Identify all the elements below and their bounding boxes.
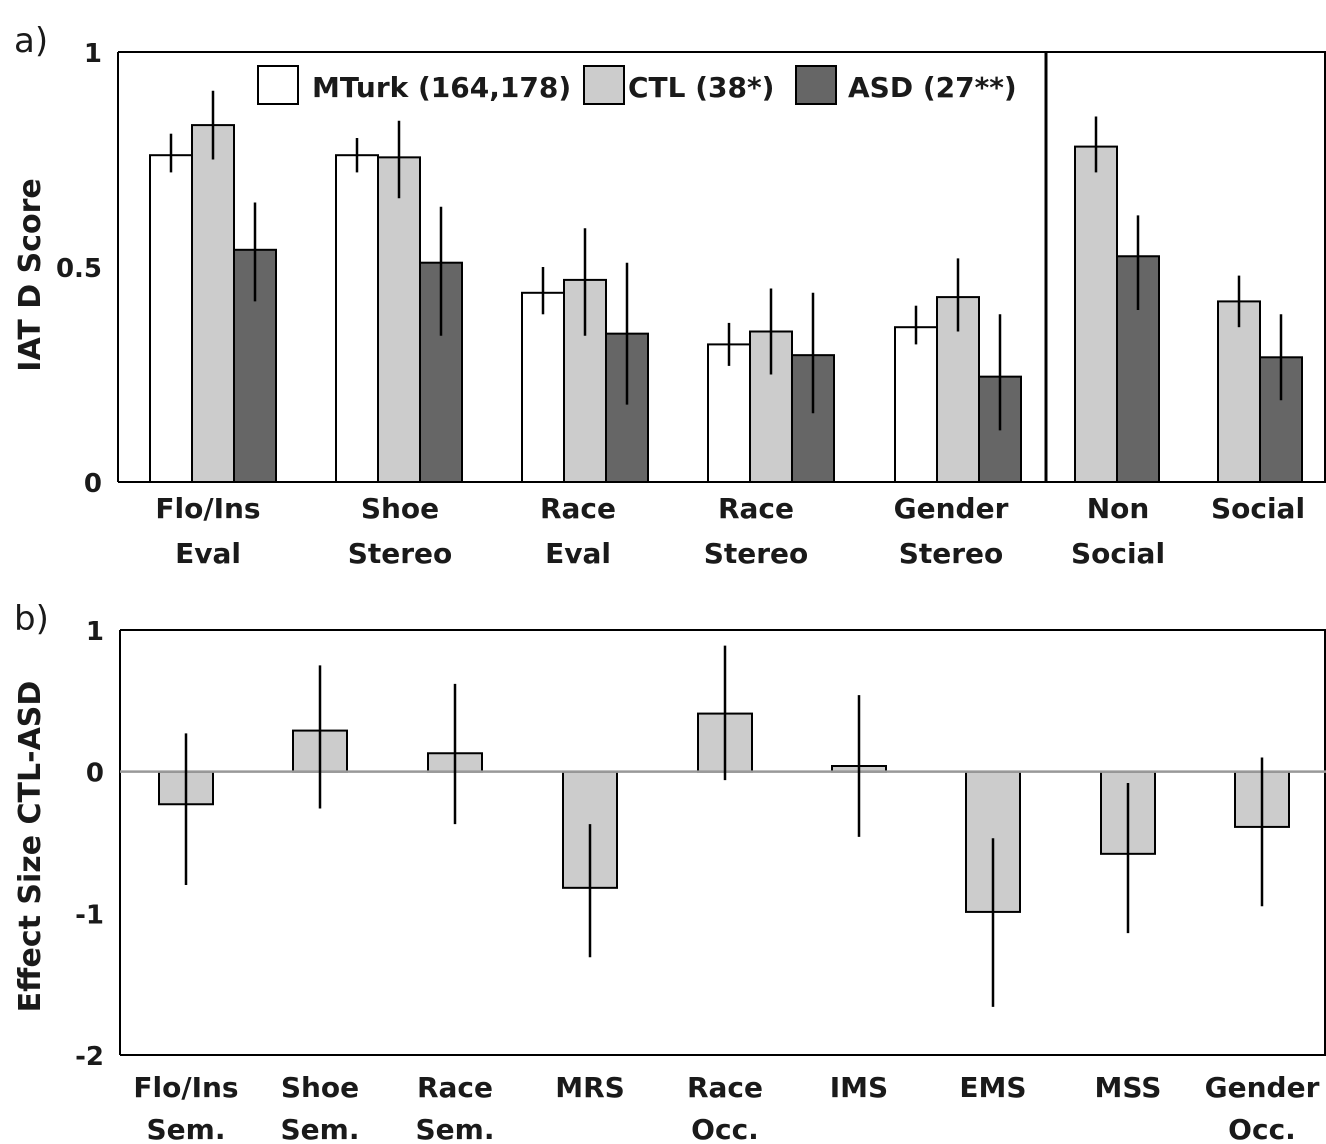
- panel-a-legend: MTurk (164,178) CTL (38*) ASD (27**): [257, 65, 1017, 105]
- panel-a-label: a): [14, 21, 48, 61]
- panel-b-x-tick-label: Race: [687, 1071, 763, 1104]
- panel-b-x-tick-label: IMS: [830, 1071, 888, 1104]
- panel-a-y-tick-label: 0.5: [56, 254, 102, 284]
- bar-ctl: [191, 124, 235, 483]
- bar-mturk: [894, 326, 938, 484]
- panel-a-y-axis-title: IAT D Score: [13, 178, 48, 371]
- panel-b-y-tick-label: -2: [75, 1042, 104, 1072]
- panel-a-x-tick-label: Non: [1087, 492, 1150, 525]
- bar-mturk: [521, 291, 565, 483]
- panel-a-x-tick-label: Eval: [545, 537, 611, 570]
- panel-b-x-tick-label: Sem.: [281, 1113, 360, 1144]
- bar-mturk: [149, 154, 193, 483]
- panel-a-x-tick-label: Stereo: [899, 537, 1004, 570]
- panel-a-x-tick-label: Race: [540, 492, 616, 525]
- panel-b-x-tick-label: EMS: [959, 1071, 1026, 1104]
- panel-b-x-tick-label: MSS: [1095, 1071, 1162, 1104]
- bar-ctl: [377, 156, 421, 483]
- bar-ctl: [1074, 145, 1118, 483]
- legend-swatch: [583, 65, 625, 105]
- legend-label: CTL (38*): [628, 71, 774, 104]
- panel-a-x-tick-label: Stereo: [348, 537, 453, 570]
- bar-ctl: [1217, 300, 1261, 483]
- panel-b-x-tick-label: Shoe: [281, 1071, 359, 1104]
- panel-b-x-tick-label: Flo/Ins: [133, 1071, 238, 1104]
- panel-a-x-tick-label: Race: [718, 492, 794, 525]
- panel-b-x-tick-label: Gender: [1205, 1071, 1320, 1104]
- legend-label: ASD (27**): [848, 71, 1017, 104]
- panel-a-x-tick-label: Social: [1071, 537, 1165, 570]
- legend-swatch: [257, 65, 299, 105]
- panel-b-x-tick-label: Sem.: [147, 1113, 226, 1144]
- legend-swatch: [795, 65, 837, 105]
- panel-b-x-tick-label: MRS: [555, 1071, 625, 1104]
- panel-b-label: b): [14, 599, 49, 639]
- legend-label: MTurk (164,178): [312, 71, 571, 104]
- panel-a-x-tick-label: Eval: [175, 537, 241, 570]
- panel-b-y-tick-label: 1: [86, 617, 104, 647]
- panel-a-x-tick-label: Flo/Ins: [155, 492, 260, 525]
- panel-b-x-tick-label: Race: [417, 1071, 493, 1104]
- panel-b-y-axis-title: Effect Size CTL-ASD: [13, 681, 48, 1013]
- panel-a-y-tick-label: 1: [84, 39, 102, 69]
- panel-a-x-tick-label: Shoe: [361, 492, 439, 525]
- panel-a-x-tick-label: Gender: [894, 492, 1009, 525]
- panel-a-x-tick-label: Social: [1211, 492, 1305, 525]
- panel-a-x-tick-label: Stereo: [704, 537, 809, 570]
- bar-mturk: [335, 154, 379, 483]
- panel-a-y-tick-label: 0: [84, 469, 102, 499]
- panel-b-x-tick-label: Occ.: [691, 1113, 759, 1144]
- panel-b-y-tick-label: -1: [75, 900, 104, 930]
- panel-b-x-tick-label: Occ.: [1228, 1113, 1296, 1144]
- panel-b-y-tick-label: 0: [86, 759, 104, 789]
- panel-b-x-tick-label: Sem.: [416, 1113, 495, 1144]
